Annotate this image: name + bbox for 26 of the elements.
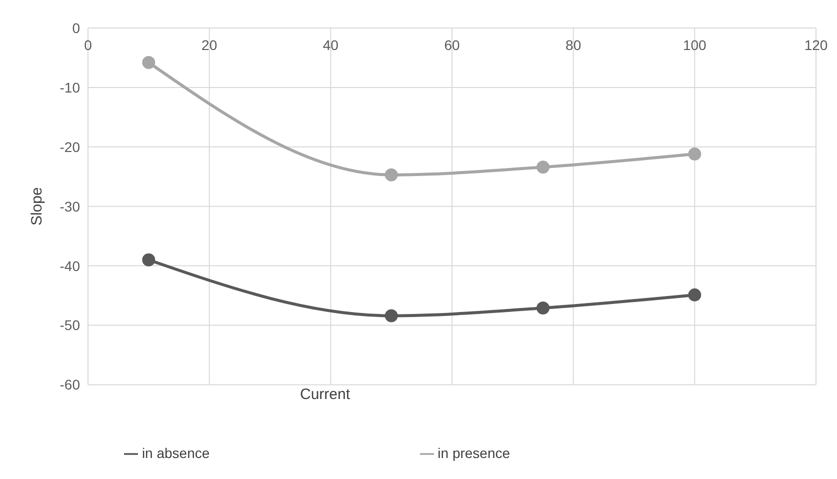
x-tick-label: 100 bbox=[682, 36, 707, 53]
x-tick-label: 60 bbox=[444, 36, 460, 53]
x-tick-label: 40 bbox=[322, 36, 339, 53]
point bbox=[142, 56, 156, 69]
point bbox=[688, 288, 702, 302]
y-tick-label: -10 bbox=[60, 79, 80, 96]
x-axis-title: Current bbox=[300, 386, 350, 403]
point bbox=[384, 309, 398, 322]
y-tick-label: -40 bbox=[60, 258, 80, 274]
y-tick-label: -60 bbox=[60, 376, 80, 393]
point bbox=[688, 148, 702, 161]
legend-label: in presence bbox=[438, 444, 510, 461]
y-tick-label: -50 bbox=[60, 317, 80, 334]
y-tick-label: 0 bbox=[72, 20, 80, 36]
point bbox=[536, 160, 550, 174]
y-tick-label: -20 bbox=[60, 138, 80, 155]
x-tick-label: 80 bbox=[566, 36, 582, 53]
y-axis-title: Slope bbox=[28, 187, 46, 226]
point bbox=[536, 302, 550, 315]
x-tick-label: 20 bbox=[202, 36, 218, 53]
y-tick-label: -30 bbox=[60, 198, 80, 214]
x-tick-label: 120 bbox=[804, 36, 828, 53]
point bbox=[384, 168, 398, 182]
legend-label: in absence bbox=[142, 444, 210, 461]
point bbox=[142, 253, 156, 266]
x-tick-label: 0 bbox=[84, 36, 92, 53]
